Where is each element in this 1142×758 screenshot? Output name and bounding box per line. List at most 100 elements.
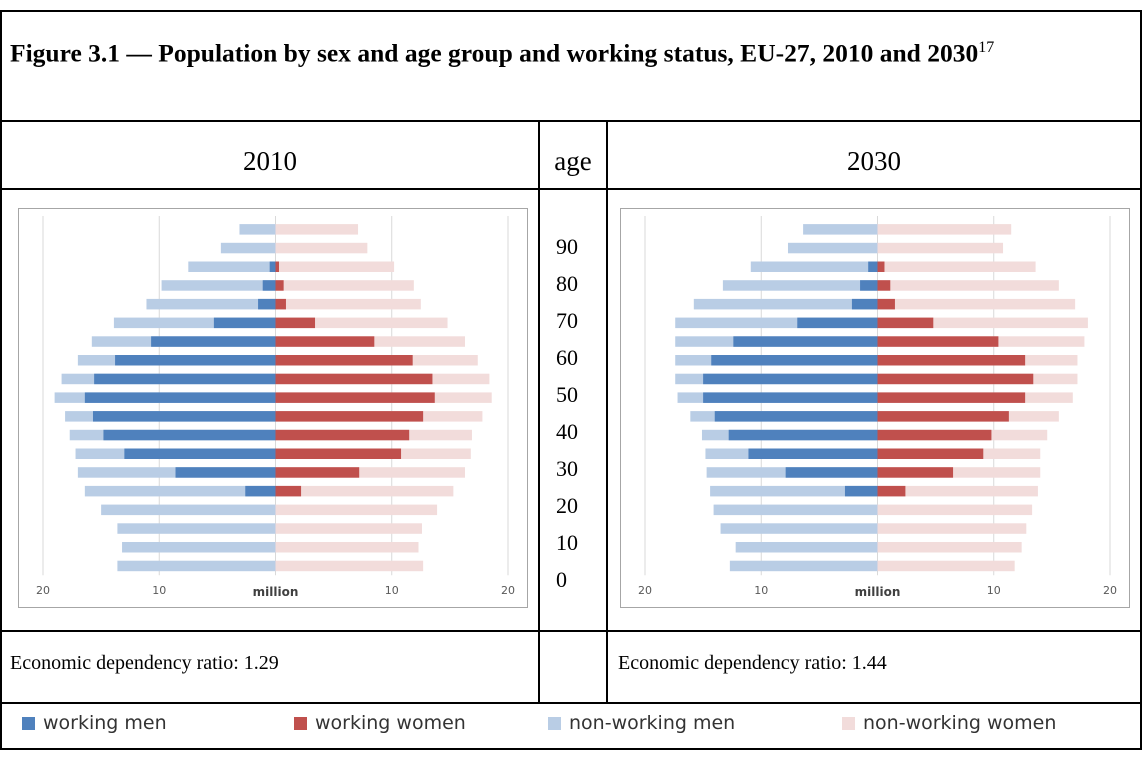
bar-non-working-women	[275, 317, 448, 329]
age-label: 60	[556, 345, 578, 370]
legend-item-working-women: working women	[294, 712, 466, 734]
row-divider-ratio	[2, 702, 1140, 704]
bar-working-women	[877, 317, 934, 329]
pyramid-2030-panel: 20 10 10 20 million	[620, 208, 1130, 608]
bar-non-working-women	[275, 242, 368, 254]
bar-working-men	[797, 317, 878, 329]
bar-working-men	[748, 448, 878, 459]
bar-non-working-women	[877, 280, 1059, 291]
chart-legend: working men working women non-working me…	[2, 652, 1140, 748]
bar-working-women	[275, 429, 410, 441]
bar-working-men	[103, 429, 276, 441]
bar-non-working-women	[275, 467, 465, 478]
bar-working-women	[275, 392, 435, 403]
bar-working-women	[877, 429, 992, 441]
figure-frame: Figure 3.1 — Population by sex and age g…	[0, 10, 1142, 750]
row-divider-header	[2, 188, 1140, 190]
pyramid-2010-panel: 20 10 10 20 million	[18, 208, 528, 608]
bar-working-women	[877, 411, 1009, 422]
bar-non-working-women	[275, 523, 422, 534]
figure-title: Figure 3.1 — Population by sex and age g…	[2, 12, 1140, 122]
age-label: 10	[556, 530, 578, 555]
bar-non-working-women	[877, 224, 1012, 235]
column-divider-right	[606, 122, 608, 702]
bar-non-working-men	[675, 317, 878, 329]
bar-working-men	[868, 261, 878, 272]
bar-working-women	[275, 317, 316, 329]
x-tick-label: 10	[754, 584, 768, 597]
bar-non-working-men	[188, 261, 276, 272]
bar-non-working-men	[161, 280, 276, 291]
bar-non-working-men	[722, 280, 878, 291]
bar-working-men	[94, 373, 276, 385]
bar-non-working-women	[877, 560, 1015, 572]
bar-non-working-men	[720, 523, 878, 534]
bar-working-women	[275, 467, 360, 478]
bar-non-working-men	[750, 261, 878, 272]
bar-working-men	[733, 336, 878, 347]
bar-non-working-men	[710, 485, 878, 497]
legend-swatch	[548, 716, 561, 730]
bar-working-women	[275, 280, 284, 291]
bar-non-working-men	[239, 224, 276, 235]
column-divider-left	[538, 122, 540, 702]
bar-non-working-men	[787, 242, 878, 254]
legend-swatch	[22, 716, 35, 730]
bar-non-working-men	[803, 224, 878, 235]
legend-item-working-men: working men	[22, 712, 167, 734]
bar-working-women	[877, 373, 1034, 385]
dependency-ratio-2010: Economic dependency ratio: 1.29	[10, 652, 279, 674]
header-2030: 2030	[847, 146, 901, 176]
legend-item-non-working-men: non-working men	[548, 712, 735, 734]
bar-non-working-men	[113, 317, 276, 329]
bar-non-working-men	[84, 485, 276, 497]
bar-non-working-women	[877, 523, 1027, 534]
bar-non-working-women	[275, 485, 454, 497]
bar-non-working-women	[877, 467, 1041, 478]
bar-working-men	[703, 392, 878, 403]
bar-non-working-women	[275, 224, 359, 235]
bar-non-working-women	[275, 560, 424, 572]
bar-working-women	[275, 485, 302, 497]
header-age: age	[554, 146, 592, 176]
bar-working-men	[851, 298, 878, 310]
x-tick-label: 20	[501, 584, 515, 597]
bar-working-men	[714, 411, 878, 422]
legend-swatch	[842, 716, 855, 730]
footnote-marker[interactable]: 17	[978, 39, 995, 56]
legend-label: non-working men	[569, 712, 736, 734]
legend-label: non-working women	[863, 712, 1057, 734]
bar-working-men	[213, 317, 276, 329]
bar-non-working-women	[877, 298, 1076, 310]
age-label: 70	[556, 308, 578, 333]
bar-working-women	[877, 355, 1026, 366]
bar-non-working-women	[275, 542, 419, 553]
legend-label: working men	[43, 712, 167, 734]
age-label: 40	[556, 419, 578, 444]
bar-working-women	[275, 411, 424, 422]
bar-non-working-women	[877, 485, 1038, 497]
bar-non-working-men	[117, 523, 276, 534]
bar-working-women	[275, 261, 279, 272]
bar-non-working-women	[877, 504, 1033, 516]
x-tick-label: 10	[987, 584, 1001, 597]
bar-working-women	[275, 336, 375, 347]
plot-border	[18, 208, 528, 608]
bar-working-women	[877, 485, 906, 497]
bar-non-working-men	[735, 542, 878, 553]
pyramid-2010-chart: 20 10 10 20 million	[18, 208, 528, 608]
bar-non-working-men	[220, 242, 276, 254]
bar-non-working-women	[877, 261, 1036, 272]
x-tick-label: 20	[1103, 584, 1117, 597]
age-label: 80	[556, 271, 578, 296]
figure-title-text: Figure 3.1 — Population by sex and age g…	[10, 38, 979, 68]
bar-working-men	[84, 392, 276, 403]
bar-non-working-men	[146, 298, 276, 310]
bar-working-men	[115, 355, 276, 366]
bar-working-women	[877, 336, 999, 347]
bar-working-women	[877, 280, 891, 291]
bar-non-working-women	[275, 504, 438, 516]
legend-swatch	[294, 716, 307, 730]
bar-non-working-women	[877, 317, 1088, 329]
age-label: 0	[556, 567, 567, 592]
